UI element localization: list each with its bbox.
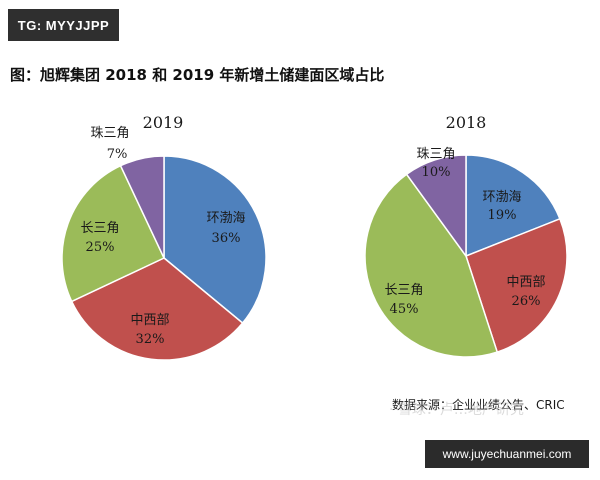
slice-percent: 19% [488,208,517,223]
data-source: 数据来源：企业业绩公告、CRIC [392,396,565,413]
slice-percent: 36% [212,231,241,246]
slice-percent: 25% [86,240,115,255]
slice-label: 环渤海 [206,210,245,226]
pie-year-title: 2019 [143,113,184,132]
pie-chart-2019: 环渤海 36% 中西部 32% 长三角 25% 珠三角 7% 2019 [62,113,266,360]
slice-label: 中西部 [130,313,169,328]
slice-percent: 10% [422,165,451,180]
pie-year-title: 2018 [446,113,487,132]
slice-percent: 7% [107,147,128,162]
slice-label: 环渤海 [482,189,521,205]
url-badge: www.juyechuanmei.com [425,440,589,468]
slice-label: 长三角 [384,283,423,298]
slice-label: 珠三角 [416,147,455,162]
slice-label: 中西部 [506,275,545,290]
slice-percent: 26% [512,294,541,309]
pie-chart-2018: 环渤海 19% 中西部 26% 长三角 45% 珠三角 10% 2018 [365,113,567,357]
slice-percent: 32% [136,332,165,347]
slice-label: 长三角 [80,221,119,236]
slice-label: 珠三角 [90,126,129,141]
slice-percent: 45% [390,302,419,317]
